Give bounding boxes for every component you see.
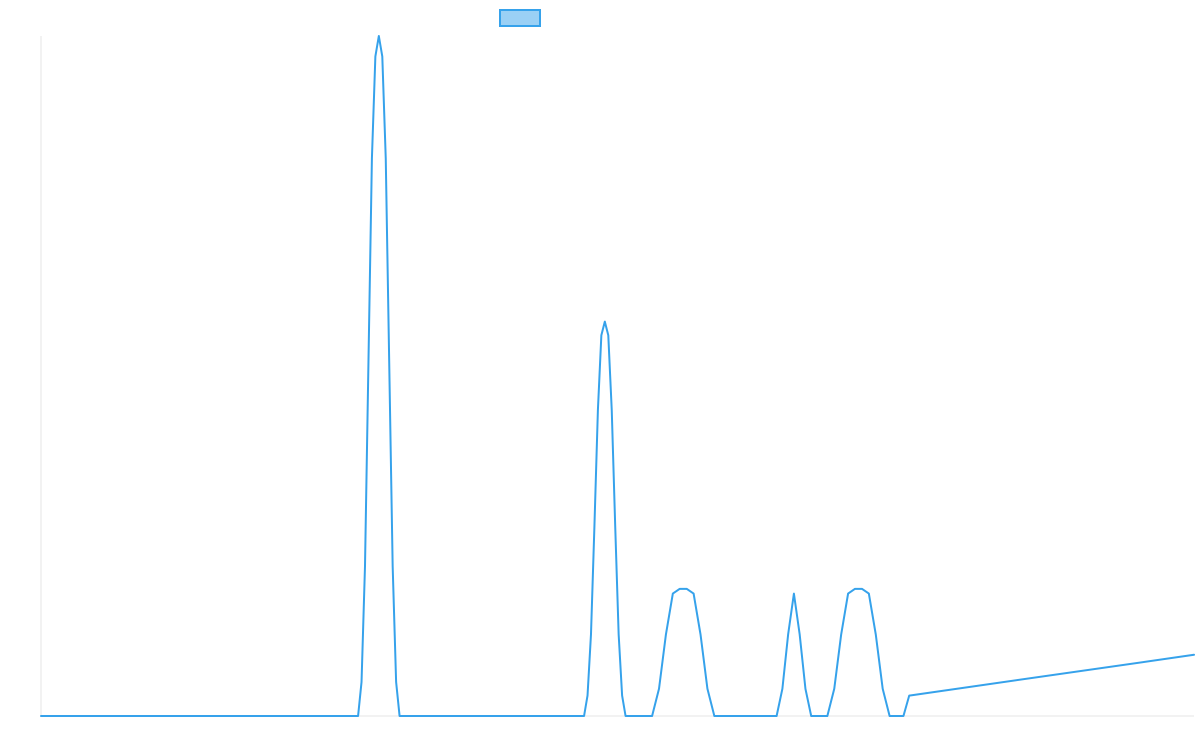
legend <box>499 9 541 27</box>
series-line-0 <box>40 35 1195 717</box>
legend-swatch[interactable] <box>499 9 541 27</box>
series-layer <box>40 35 1195 717</box>
